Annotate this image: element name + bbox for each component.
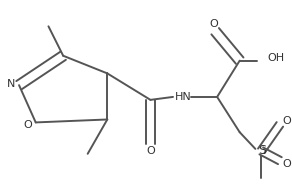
Text: O: O	[23, 120, 32, 130]
Text: OH: OH	[267, 53, 284, 63]
Text: O: O	[210, 19, 219, 29]
Text: O: O	[282, 116, 291, 126]
Text: HN: HN	[174, 92, 191, 102]
Text: O: O	[282, 159, 291, 169]
Text: N: N	[7, 79, 15, 89]
Text: S: S	[258, 144, 266, 157]
Text: O: O	[146, 146, 155, 156]
